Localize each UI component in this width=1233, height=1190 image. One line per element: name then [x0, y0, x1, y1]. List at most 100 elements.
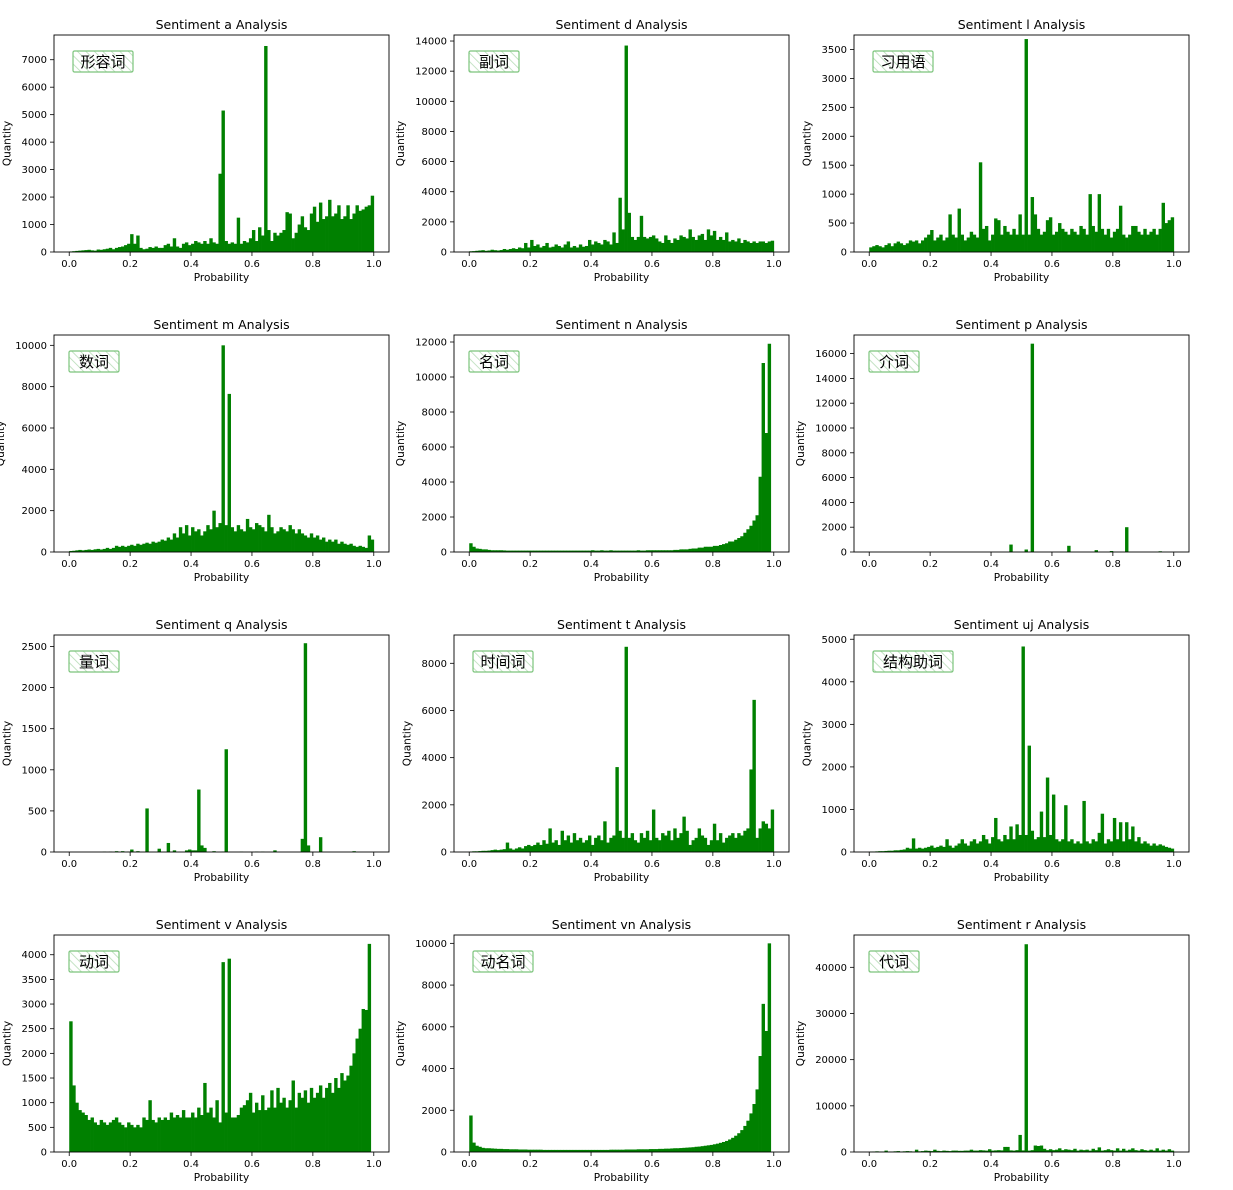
- histogram-bar: [636, 1149, 641, 1152]
- histogram-bar: [651, 235, 656, 252]
- histogram-bar: [215, 243, 219, 252]
- histogram-bar: [1051, 794, 1056, 852]
- pos-tag-box: 结构助词: [872, 650, 954, 673]
- histogram-bar: [370, 539, 375, 552]
- histogram-bar: [621, 837, 625, 852]
- histogram-bar: [533, 245, 537, 252]
- histogram-bar: [896, 1151, 901, 1152]
- histogram-bar: [1058, 841, 1062, 852]
- histogram-bar: [251, 1112, 256, 1152]
- histogram-bar: [99, 249, 104, 252]
- y-tick-label: 2000: [822, 523, 847, 534]
- histogram-bar: [755, 1089, 759, 1152]
- histogram-bar: [163, 245, 168, 252]
- histogram-bar: [764, 823, 769, 852]
- histogram-bar: [499, 250, 504, 252]
- x-tick-label: 0.8: [1105, 559, 1121, 570]
- histogram-bar: [355, 205, 359, 252]
- y-axis-label: Quantity: [801, 721, 813, 766]
- histogram-bar: [872, 246, 876, 252]
- histogram-bar: [984, 839, 989, 852]
- histogram-bar: [221, 345, 225, 552]
- y-tick-label: 2000: [422, 217, 447, 228]
- histogram-bar: [597, 1149, 601, 1152]
- histogram-bar: [539, 1149, 543, 1152]
- histogram-bar: [691, 236, 695, 252]
- histogram-bar: [1137, 231, 1141, 252]
- histogram-bar: [472, 546, 476, 552]
- tag-label: 介词: [879, 353, 909, 371]
- histogram-bar: [1149, 845, 1153, 852]
- histogram-bar: [569, 550, 574, 552]
- histogram-bar: [545, 242, 549, 252]
- x-tick-label: 0.0: [461, 559, 477, 570]
- histogram-bar: [709, 235, 714, 252]
- histogram-bar: [679, 833, 683, 852]
- histogram-bar: [200, 1115, 204, 1152]
- histogram-bar: [664, 835, 668, 852]
- tag-hatch: [868, 350, 920, 373]
- histogram-bar: [600, 550, 604, 552]
- histogram-bar: [1082, 228, 1086, 252]
- histogram-bar: [331, 1092, 335, 1152]
- y-tick-label: 2000: [22, 683, 47, 694]
- y-tick-label: 2500: [822, 103, 847, 114]
- histogram-bar: [1118, 205, 1123, 252]
- histogram-bar: [767, 343, 772, 552]
- histogram-bar: [615, 1149, 619, 1152]
- x-tick-label: 0.8: [1105, 859, 1121, 870]
- histogram-bar: [248, 238, 253, 252]
- histogram-bar: [606, 1149, 610, 1152]
- tag-hatch: [472, 950, 534, 973]
- histogram-bar: [930, 1151, 934, 1152]
- y-tick-label: 12000: [415, 338, 447, 349]
- histogram-bar: [99, 1119, 104, 1152]
- histogram-bar: [81, 550, 85, 552]
- histogram-bar: [114, 247, 119, 252]
- histogram-bar: [594, 1149, 598, 1152]
- histogram-bar: [90, 1117, 94, 1152]
- tag-label: 代词: [879, 953, 909, 971]
- y-tick-label: 500: [28, 1123, 47, 1134]
- y-tick-label: 5000: [22, 110, 47, 121]
- histogram-bar: [251, 230, 256, 252]
- histogram-bar: [752, 520, 756, 552]
- histogram-bar: [352, 213, 356, 252]
- histogram-bar: [731, 239, 735, 252]
- chart-title: Sentiment p Analysis: [956, 317, 1088, 332]
- histogram-bar: [117, 1122, 122, 1152]
- histogram-bar: [542, 840, 546, 852]
- histogram-bar: [1088, 843, 1092, 852]
- histogram-bar: [578, 837, 583, 852]
- histogram-bar: [908, 848, 913, 852]
- histogram-bar: [899, 243, 904, 252]
- chart-title: Sentiment l Analysis: [958, 17, 1086, 32]
- histogram-bar: [945, 1150, 949, 1152]
- histogram-bar: [557, 844, 561, 852]
- histogram-bar: [718, 833, 723, 852]
- histogram-bar: [264, 531, 268, 552]
- histogram-bar: [1051, 234, 1056, 252]
- x-tick-label: 0.2: [122, 859, 138, 870]
- pos-tag-box: 量词: [68, 650, 120, 673]
- histogram-bar: [349, 219, 353, 252]
- x-tick-label: 0.8: [705, 859, 721, 870]
- plot-frame: [453, 34, 790, 253]
- histogram-bar: [1109, 237, 1114, 252]
- histogram-bar: [297, 1092, 302, 1152]
- y-axis-label: Quantity: [0, 421, 7, 466]
- x-tick-label: 1.0: [766, 1159, 782, 1170]
- histogram-bar: [300, 838, 305, 852]
- y-axis-label: Quantity: [395, 121, 407, 166]
- histogram-bar: [1094, 231, 1098, 252]
- histogram-bar: [93, 1122, 97, 1152]
- histogram-bar: [233, 243, 238, 252]
- histogram-bar: [1003, 834, 1007, 852]
- histogram-bar: [255, 1102, 259, 1152]
- tag-hatch: [868, 950, 920, 973]
- histogram-bar: [1112, 817, 1117, 852]
- histogram-bar: [130, 234, 134, 252]
- tag-hatch: [68, 350, 120, 373]
- histogram-bar: [618, 550, 622, 552]
- tag-hatch: [72, 50, 134, 73]
